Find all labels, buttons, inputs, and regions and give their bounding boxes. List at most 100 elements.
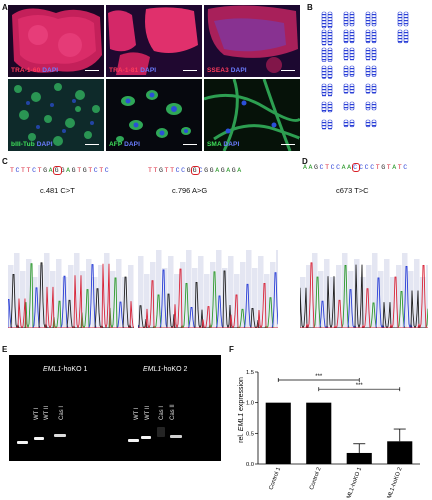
chromosome-band: [322, 95, 326, 97]
chromosome-band: [344, 14, 348, 16]
chromosome-band: [366, 104, 370, 106]
scale-bar: [183, 69, 197, 71]
chromosome-band: [372, 68, 376, 70]
chromosome-band: [350, 20, 354, 22]
sequence-base: G: [159, 167, 165, 174]
trace-line: [300, 262, 428, 328]
chromosome-band: [328, 50, 332, 52]
trace-line: [138, 270, 278, 328]
chromosome-band: [366, 125, 370, 127]
quality-bar: [402, 253, 408, 328]
chromosome-band: [366, 68, 370, 70]
gel-title-2-gene: EML1: [143, 366, 162, 373]
chromosome-band: [372, 122, 376, 124]
quality-bar: [8, 265, 14, 328]
panel-letter-e: E: [2, 345, 8, 354]
quality-bar: [210, 262, 216, 328]
sequence-base: G: [82, 167, 89, 174]
bar: [306, 402, 332, 464]
chromosome-band: [372, 74, 376, 76]
chromosome-band: [344, 53, 348, 55]
sequence-base: G: [186, 167, 193, 174]
chromosome-band: [404, 17, 408, 19]
tile-label-tra181: TRA-1-81: [109, 67, 139, 74]
significance-stars: ***: [356, 383, 364, 389]
scale-bar: [85, 69, 99, 71]
quality-bar: [68, 265, 74, 328]
chromosome-band: [350, 92, 354, 94]
sequence-c-left: TCTTCTGAGGAGTGTCTC: [10, 166, 111, 175]
sequence-base: C: [403, 164, 409, 171]
chromosome-band: [404, 41, 408, 43]
micrograph-sma: SMA DAPI: [204, 79, 300, 151]
quality-bar: [86, 259, 92, 328]
y-tick-label: 1.5: [246, 370, 254, 376]
sequence-base: C: [104, 167, 111, 174]
tra160-colony-image: [8, 5, 104, 77]
chromosome-band: [328, 41, 332, 43]
chromosome: [327, 47, 333, 62]
chromosome-band: [328, 95, 332, 97]
chromosome: [371, 11, 377, 27]
chromosome-band: [366, 89, 370, 91]
gel-title-2-rest: -hoKO 2: [161, 366, 188, 373]
sequence-base: C: [181, 167, 187, 174]
chromosome-band: [366, 92, 370, 94]
chromosome-band: [328, 125, 332, 127]
chromosome-band: [328, 122, 332, 124]
chromosome-band: [350, 71, 354, 73]
chromosome-band: [344, 104, 348, 106]
chromosome-band: [372, 86, 376, 88]
sequence-base: G: [231, 167, 238, 174]
trace-line: [8, 262, 134, 328]
gel-band: [141, 436, 151, 439]
chromosome: [343, 29, 349, 44]
ylabel-prefix: rel.: [238, 433, 245, 443]
chromosome-band: [350, 17, 354, 19]
panel-letter-c: C: [2, 157, 8, 166]
chromosome-band: [372, 38, 376, 40]
chromosome-band: [350, 86, 354, 88]
chromosome-band: [328, 110, 332, 112]
quality-bar: [336, 265, 342, 328]
quality-bar: [116, 259, 122, 328]
chromosome-band: [328, 32, 332, 34]
chromosome-band: [404, 20, 408, 22]
gel-band: [128, 439, 139, 442]
sequence-base: C: [370, 164, 376, 171]
chromosome-band: [372, 32, 376, 34]
quality-bar: [264, 274, 270, 328]
tile-label-ssea3: SSEA3: [207, 67, 229, 74]
sequence-base: T: [77, 167, 83, 174]
chromosome-band: [322, 35, 326, 37]
chromosome-band: [398, 32, 402, 34]
quality-bar: [128, 265, 134, 328]
y-tick-label: 0.5: [246, 431, 254, 437]
sequence-base: G: [314, 164, 320, 171]
chromatogram-c-right: [138, 250, 278, 328]
chromosome-band: [366, 32, 370, 34]
gel-band: [54, 434, 66, 437]
panel-letter-a: A: [2, 3, 8, 12]
tile-label-afp: AFP: [109, 141, 123, 148]
chromosome-band: [398, 23, 402, 25]
chromosome-band: [350, 14, 354, 16]
gel2-lane-wt1: WT I: [134, 407, 140, 420]
sequence-base: C: [175, 167, 182, 174]
sequence-base: A: [237, 167, 243, 174]
x-tick-label: Control 1: [268, 467, 282, 491]
panel-e-gel: EML1-hoKO 1 EML1-hoKO 2 WT I WT II Cas I…: [9, 355, 221, 461]
chromosome-band: [322, 128, 326, 130]
chromosome: [349, 101, 355, 111]
chromosome: [343, 101, 349, 111]
sequence-base: T: [325, 164, 331, 171]
chromosome: [371, 101, 377, 111]
quality-bar: [420, 277, 426, 328]
sequence-base: A: [66, 167, 72, 174]
scale-bar: [85, 143, 99, 145]
chromosome-band: [372, 125, 376, 127]
sequence-base: A: [303, 164, 309, 171]
chromosome-band: [322, 59, 326, 61]
chromosome-band: [328, 53, 332, 55]
scale-bar: [281, 143, 295, 145]
